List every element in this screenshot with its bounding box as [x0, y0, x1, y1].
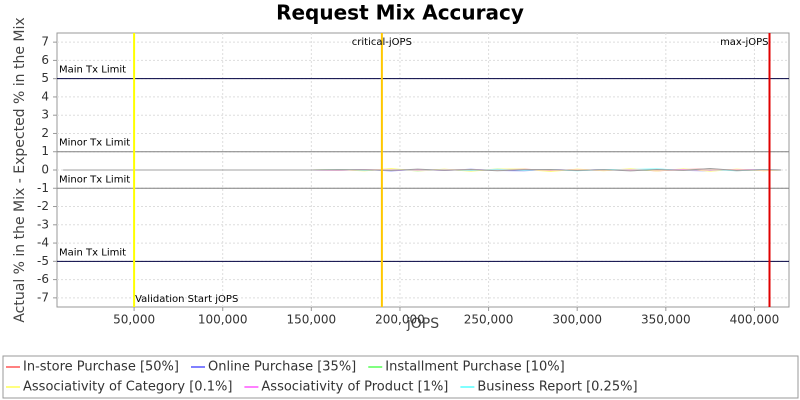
y-tick-label: -7	[37, 290, 49, 304]
y-tick-label: 1	[41, 144, 49, 158]
y-tick-label: -3	[37, 217, 49, 231]
y-tick-label: 6	[41, 53, 49, 67]
legend-item: Associativity of Product [1%]	[244, 380, 448, 395]
legend-label: Associativity of Category [0.1%]	[23, 380, 232, 395]
x-tick-label: 350,000	[641, 313, 691, 327]
x-tick-label: 300,000	[552, 313, 602, 327]
y-tick-label: 3	[41, 108, 49, 122]
y-tick-label: 5	[41, 71, 49, 85]
plot: -7 -6 -5 -4 -3 -2 -1 0 1 2 3 4 5 6 7 50,000 100,000 150,0…	[37, 33, 789, 327]
x-tick-label: 400,000	[730, 313, 780, 327]
x-axis-title: jOPS	[406, 316, 439, 332]
marker-label: critical-jOPS	[352, 37, 412, 48]
series-line	[63, 167, 782, 172]
y-tick-label: 2	[41, 126, 49, 140]
limit-label: Minor Tx Limit	[59, 138, 130, 149]
legend-box	[2, 355, 799, 399]
legend-item: Associativity of Category [0.1%]	[6, 380, 232, 395]
y-tick-label: -6	[37, 272, 49, 286]
legend-item: Online Purchase [35%]	[190, 360, 356, 375]
limit-label: Minor Tx Limit	[59, 174, 130, 185]
x-tick-label: 150,000	[287, 313, 337, 327]
legend-label: Associativity of Product [1%]	[261, 380, 448, 395]
legend-label: Business Report [0.25%]	[477, 380, 637, 395]
chart-title: Request Mix Accuracy	[276, 1, 524, 25]
legend-label: Installment Purchase [10%]	[385, 360, 564, 375]
y-tick-label: -2	[37, 199, 49, 213]
legend-item: Business Report [0.25%]	[460, 380, 638, 395]
limit-label: Main Tx Limit	[59, 65, 126, 76]
marker-label: max-jOPS	[720, 37, 768, 48]
y-tick-label: 4	[41, 89, 49, 103]
y-tick-label: -4	[37, 236, 49, 250]
legend-label: In-store Purchase [50%]	[23, 360, 179, 375]
x-tick-label: 200,000	[375, 313, 425, 327]
legend-item: In-store Purchase [50%]	[6, 360, 179, 375]
legend-label: Online Purchase [35%]	[208, 360, 356, 375]
x-tick-label: 250,000	[464, 313, 514, 327]
y-tick-label: -1	[37, 181, 49, 195]
legend-item: Installment Purchase [10%]	[368, 360, 565, 375]
y-tick-label: 0	[41, 163, 49, 177]
y-tick-label: 7	[41, 35, 49, 49]
x-tick-label: 100,000	[198, 313, 248, 327]
y-axis-title: Actual % in the Mix - Expected % in the …	[12, 17, 28, 322]
y-tick-label: -5	[37, 254, 49, 268]
x-tick-label: 50,000	[113, 313, 155, 327]
marker-label: Validation Start jOPS	[135, 294, 238, 305]
limit-label: Main Tx Limit	[59, 247, 126, 258]
legend: In-store Purchase [50%] Online Purchase […	[6, 360, 638, 400]
